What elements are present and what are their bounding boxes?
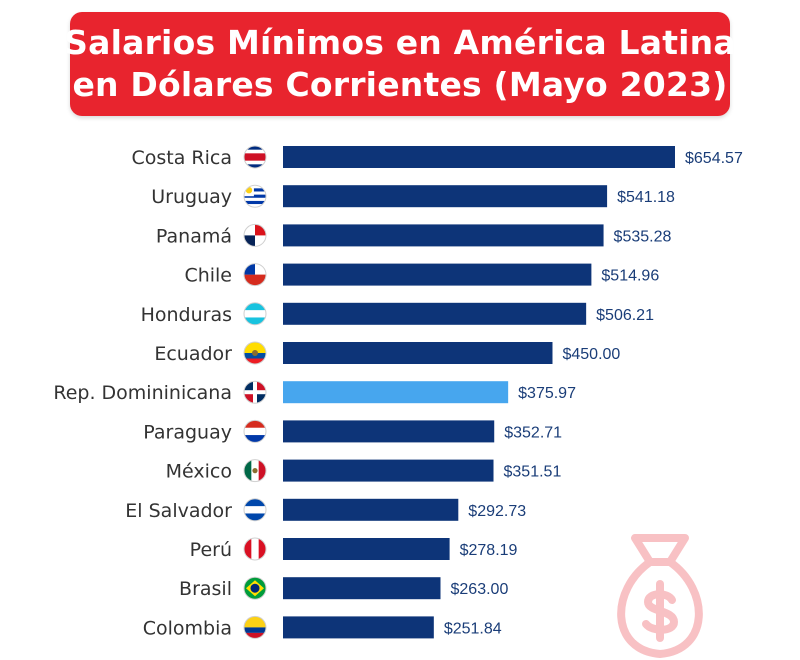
bar	[283, 342, 553, 364]
category-label: Uruguay	[151, 186, 232, 208]
bar	[283, 538, 450, 560]
category-label: Rep. Domininicana	[53, 382, 232, 404]
category-label: Paraguay	[143, 421, 232, 443]
chile-flag-icon	[243, 263, 267, 287]
chart-title-line-2: en Dólares Corrientes (Mayo 2023)	[72, 65, 728, 104]
chart-title-line-1: Salarios Mínimos en América Latina	[64, 23, 736, 62]
chart-title-banner: Salarios Mínimos en América Latina en Dó…	[64, 12, 736, 116]
panama-flag-icon	[243, 223, 267, 247]
value-label: $541.18	[617, 189, 675, 206]
mexico-flag-icon	[243, 459, 267, 483]
category-label: Costa Rica	[132, 147, 233, 169]
peru-flag-icon	[243, 537, 267, 561]
bar	[283, 185, 608, 208]
bar	[283, 616, 434, 639]
value-label: $654.57	[685, 150, 743, 167]
bar	[283, 498, 459, 521]
value-label: $263.00	[451, 581, 509, 598]
value-label: $506.21	[596, 307, 654, 324]
bar-chart: Costa Rica $654.57 Uruguay $541.18 Panamá $53…	[53, 145, 743, 639]
value-label: $278.19	[460, 542, 518, 559]
bar	[283, 302, 587, 325]
bar	[283, 146, 675, 168]
colombia-flag-icon	[243, 615, 267, 639]
value-label: $251.84	[444, 620, 502, 637]
bar	[283, 263, 592, 286]
paraguay-flag-icon	[243, 419, 267, 443]
bar	[283, 224, 604, 247]
value-label: $292.73	[468, 503, 526, 520]
value-label: $514.96	[601, 268, 659, 285]
bar	[283, 459, 494, 482]
brazil-flag-icon	[243, 576, 267, 600]
category-label: Brasil	[179, 578, 232, 600]
category-label: Panamá	[156, 225, 232, 247]
value-label: $535.28	[614, 228, 672, 245]
category-label: Honduras	[141, 304, 232, 326]
uruguay-flag-icon	[243, 184, 267, 208]
value-label: $375.97	[518, 385, 576, 402]
category-label: Perú	[190, 539, 232, 561]
dominican-republic-flag-icon	[243, 380, 267, 404]
bar	[283, 577, 441, 600]
category-label: México	[166, 461, 232, 483]
category-label: Chile	[184, 265, 232, 287]
bar	[283, 420, 495, 443]
category-label: Ecuador	[154, 343, 232, 365]
category-label: Colombia	[143, 617, 232, 639]
bar	[283, 381, 509, 404]
costa-rica-flag-icon	[243, 145, 267, 169]
ecuador-flag-icon	[243, 341, 267, 365]
honduras-flag-icon	[243, 302, 267, 326]
el-salvador-flag-icon	[243, 498, 267, 522]
value-label: $450.00	[562, 346, 620, 363]
category-label: El Salvador	[125, 500, 232, 522]
value-label: $352.71	[504, 424, 562, 441]
money-bag-dollar-icon	[617, 534, 703, 658]
value-label: $351.51	[504, 464, 562, 481]
